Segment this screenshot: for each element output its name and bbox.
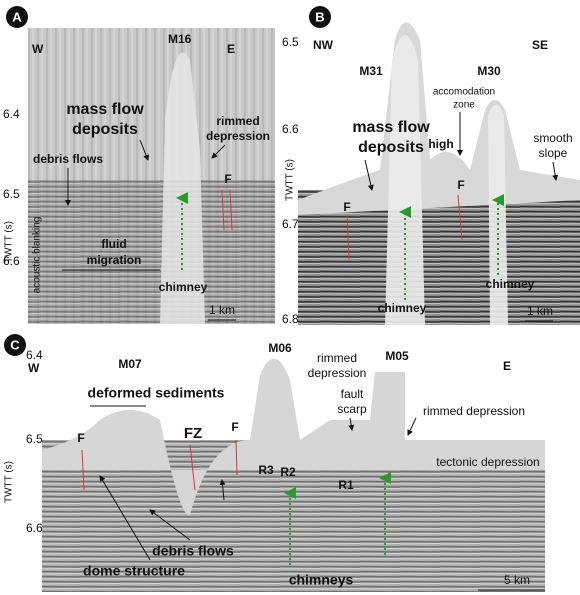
- annotation: fluid: [101, 237, 126, 251]
- mound-label: M31: [359, 64, 383, 78]
- y-tick-label: 6.6: [26, 521, 43, 535]
- y-tick-label: 6.5: [26, 432, 43, 446]
- mound-label: M30: [477, 64, 501, 78]
- mound-label: M16: [168, 32, 192, 46]
- annotation: F: [231, 420, 238, 434]
- annotation: depression: [308, 366, 367, 380]
- annotation: R2: [280, 465, 296, 479]
- annotation: rimmed depression: [423, 404, 525, 418]
- panel-b: B NW SE M31 M30 6.5 6.6 6.7 6.8 TWTT (s)…: [282, 6, 580, 326]
- annotation: smooth: [533, 131, 572, 145]
- panel-a: A W M16 E 6.4 6.5 6.6 TWTT (s) mass flow…: [3, 6, 275, 324]
- annotation: chimney: [159, 280, 208, 294]
- annotation: debris flows: [33, 152, 103, 166]
- annotation: R1: [338, 478, 354, 492]
- direction: E: [227, 42, 235, 56]
- annotation: tectonic depression: [436, 455, 539, 469]
- annotation: chimney: [378, 301, 427, 315]
- panel-label: B: [315, 9, 324, 24]
- mound-label: M07: [118, 357, 142, 371]
- direction: NW: [313, 38, 334, 52]
- annotation: chimney: [486, 277, 535, 291]
- annotation: mass flow: [352, 119, 430, 136]
- direction: W: [28, 361, 40, 375]
- annotation: R3: [258, 463, 274, 477]
- annotation: accomodation: [433, 87, 495, 98]
- mound-label: M05: [385, 349, 409, 363]
- y-tick-label: 6.4: [26, 348, 43, 362]
- panel-label: A: [12, 9, 22, 24]
- annotation: chimneys: [289, 572, 354, 588]
- annotation: deformed sediments: [88, 385, 225, 401]
- annotation: F: [224, 172, 231, 186]
- annotation: high: [428, 137, 453, 151]
- annotation: F: [343, 200, 350, 214]
- scale-label: 5 km: [504, 573, 530, 587]
- annotation: depression: [206, 129, 270, 143]
- panel-label: C: [10, 337, 20, 352]
- annotation: F: [77, 431, 84, 445]
- direction: E: [503, 359, 511, 373]
- y-tick-label: 6.6: [282, 122, 299, 136]
- annotation: rimmed: [216, 114, 259, 128]
- seismic-lower: [28, 180, 275, 324]
- annotation: migration: [87, 253, 142, 267]
- annotation: slope: [539, 146, 568, 160]
- direction: SE: [532, 38, 548, 52]
- axis-title: TWTT (s): [4, 221, 15, 263]
- annotation: mass flow: [66, 101, 144, 118]
- arrow: [408, 418, 416, 435]
- panel-c: C W E M07 M06 M05 6.4 6.5 6.6 TWTT (s) d…: [4, 334, 545, 592]
- annotation: scarp: [337, 402, 367, 416]
- scale-label: 1 km: [527, 304, 553, 318]
- figure: A W M16 E 6.4 6.5 6.6 TWTT (s) mass flow…: [0, 0, 580, 595]
- y-tick-label: 6.7: [282, 217, 299, 231]
- scale-label: 1 km: [209, 303, 235, 317]
- annotation: deposits: [72, 121, 138, 138]
- y-tick-label: 6.5: [3, 187, 20, 201]
- y-tick-label: 6.5: [282, 35, 299, 49]
- annotation: fault: [341, 387, 364, 401]
- annotation: dome structure: [83, 563, 185, 579]
- y-tick-label: 6.4: [3, 107, 20, 121]
- mound-label: M06: [268, 341, 292, 355]
- annotation: zone: [453, 100, 475, 111]
- axis-title: TWTT (s): [4, 461, 15, 503]
- y-tick-label: 6.8: [282, 312, 299, 326]
- annotation: FZ: [184, 425, 202, 442]
- annotation: rimmed: [317, 351, 357, 365]
- annotation: debris flows: [152, 543, 234, 559]
- annotation: F: [457, 178, 464, 192]
- axis-title: TWTT (s): [285, 159, 296, 201]
- annotation: deposits: [358, 139, 424, 156]
- annotation: acoustic blanking: [32, 217, 43, 294]
- direction: W: [32, 42, 44, 56]
